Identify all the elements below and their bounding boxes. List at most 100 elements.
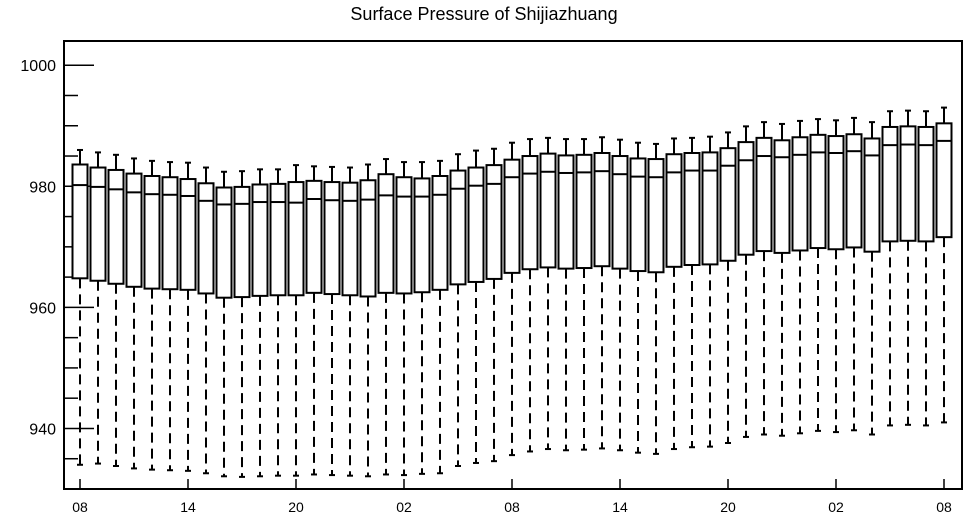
box-item [791, 119, 809, 435]
iqr-box [719, 147, 737, 262]
y-tick-label: 960 [29, 300, 56, 317]
y-tick-label: 980 [29, 179, 56, 196]
box-item [377, 158, 395, 476]
iqr-box [737, 141, 755, 256]
iqr-box [71, 163, 89, 280]
box-item [827, 119, 845, 434]
box-item [503, 141, 521, 457]
iqr-box [539, 152, 557, 269]
iqr-box [521, 155, 539, 271]
iqr-box [107, 168, 125, 285]
box-item [845, 116, 863, 432]
x-tick-label: 08 [504, 499, 520, 515]
box-item [269, 168, 287, 477]
iqr-box [485, 164, 503, 280]
iqr-box [197, 182, 215, 295]
box-item [629, 141, 647, 454]
y-tick-label: 940 [29, 421, 56, 438]
box-item [161, 161, 179, 472]
x-tick-label: 08 [936, 499, 952, 515]
box-item [899, 109, 917, 426]
box-item [197, 166, 215, 475]
iqr-box [503, 158, 521, 274]
iqr-box [287, 181, 305, 297]
iqr-box [125, 172, 143, 288]
iqr-box [251, 183, 269, 297]
iqr-box [215, 186, 233, 299]
box-item [215, 170, 233, 478]
iqr-box [647, 158, 665, 274]
iqr-box [323, 181, 341, 296]
y-tick-label: 1000 [20, 58, 56, 75]
box-item [125, 157, 143, 470]
iqr-box [377, 173, 395, 294]
x-tick-label: 14 [180, 499, 196, 515]
iqr-box [935, 122, 953, 239]
iqr-box [917, 125, 935, 243]
iqr-box [179, 178, 197, 291]
iqr-box [665, 153, 683, 268]
iqr-box [791, 136, 809, 252]
box-item [881, 110, 899, 427]
iqr-box [161, 176, 179, 291]
iqr-box [89, 166, 107, 282]
iqr-box [827, 135, 845, 251]
box-item [251, 168, 269, 478]
iqr-box [899, 125, 917, 242]
box-item [935, 106, 953, 424]
box-item [233, 170, 251, 478]
iqr-box [431, 175, 449, 291]
box-item [755, 121, 773, 436]
box-item [179, 161, 197, 472]
box-item [647, 142, 665, 455]
x-tick-label: 02 [828, 499, 844, 515]
box-item [467, 149, 485, 464]
iqr-box [881, 125, 899, 243]
box-item [323, 165, 341, 477]
iqr-box [755, 136, 773, 253]
box-item [683, 136, 701, 449]
box-item [863, 121, 881, 436]
iqr-box [305, 179, 323, 294]
box-item [521, 138, 539, 453]
iqr-box [449, 169, 467, 286]
iqr-box [683, 152, 701, 266]
box-item [737, 125, 755, 438]
box-item [593, 136, 611, 450]
box-item [557, 138, 575, 452]
iqr-box [467, 166, 485, 283]
iqr-box [359, 179, 377, 298]
box-item [359, 163, 377, 478]
iqr-box [593, 152, 611, 268]
iqr-box [143, 175, 161, 290]
box-item [773, 122, 791, 437]
iqr-box [557, 154, 575, 270]
iqr-box [701, 151, 719, 266]
iqr-box [269, 182, 287, 297]
iqr-box [611, 155, 629, 270]
box-item [305, 165, 323, 476]
iqr-box [413, 177, 431, 294]
box-item [107, 153, 125, 467]
box-item [413, 161, 431, 475]
iqr-box [845, 133, 863, 249]
iqr-box [233, 185, 251, 299]
x-tick-label: 08 [72, 499, 88, 515]
x-tick-label: 14 [612, 499, 628, 515]
x-tick-label: 02 [396, 499, 412, 515]
iqr-box [341, 181, 359, 297]
iqr-box [575, 153, 593, 270]
box-item [287, 164, 305, 477]
iqr-box [629, 157, 647, 273]
box-item [71, 148, 89, 466]
iqr-box [809, 133, 827, 250]
box-item [431, 159, 449, 475]
box-item [143, 159, 161, 471]
x-tick-label: 20 [288, 499, 304, 515]
box-item [341, 166, 359, 477]
box-item [719, 131, 737, 444]
box-item [449, 153, 467, 467]
box-item [485, 147, 503, 463]
x-tick-label: 20 [720, 499, 736, 515]
